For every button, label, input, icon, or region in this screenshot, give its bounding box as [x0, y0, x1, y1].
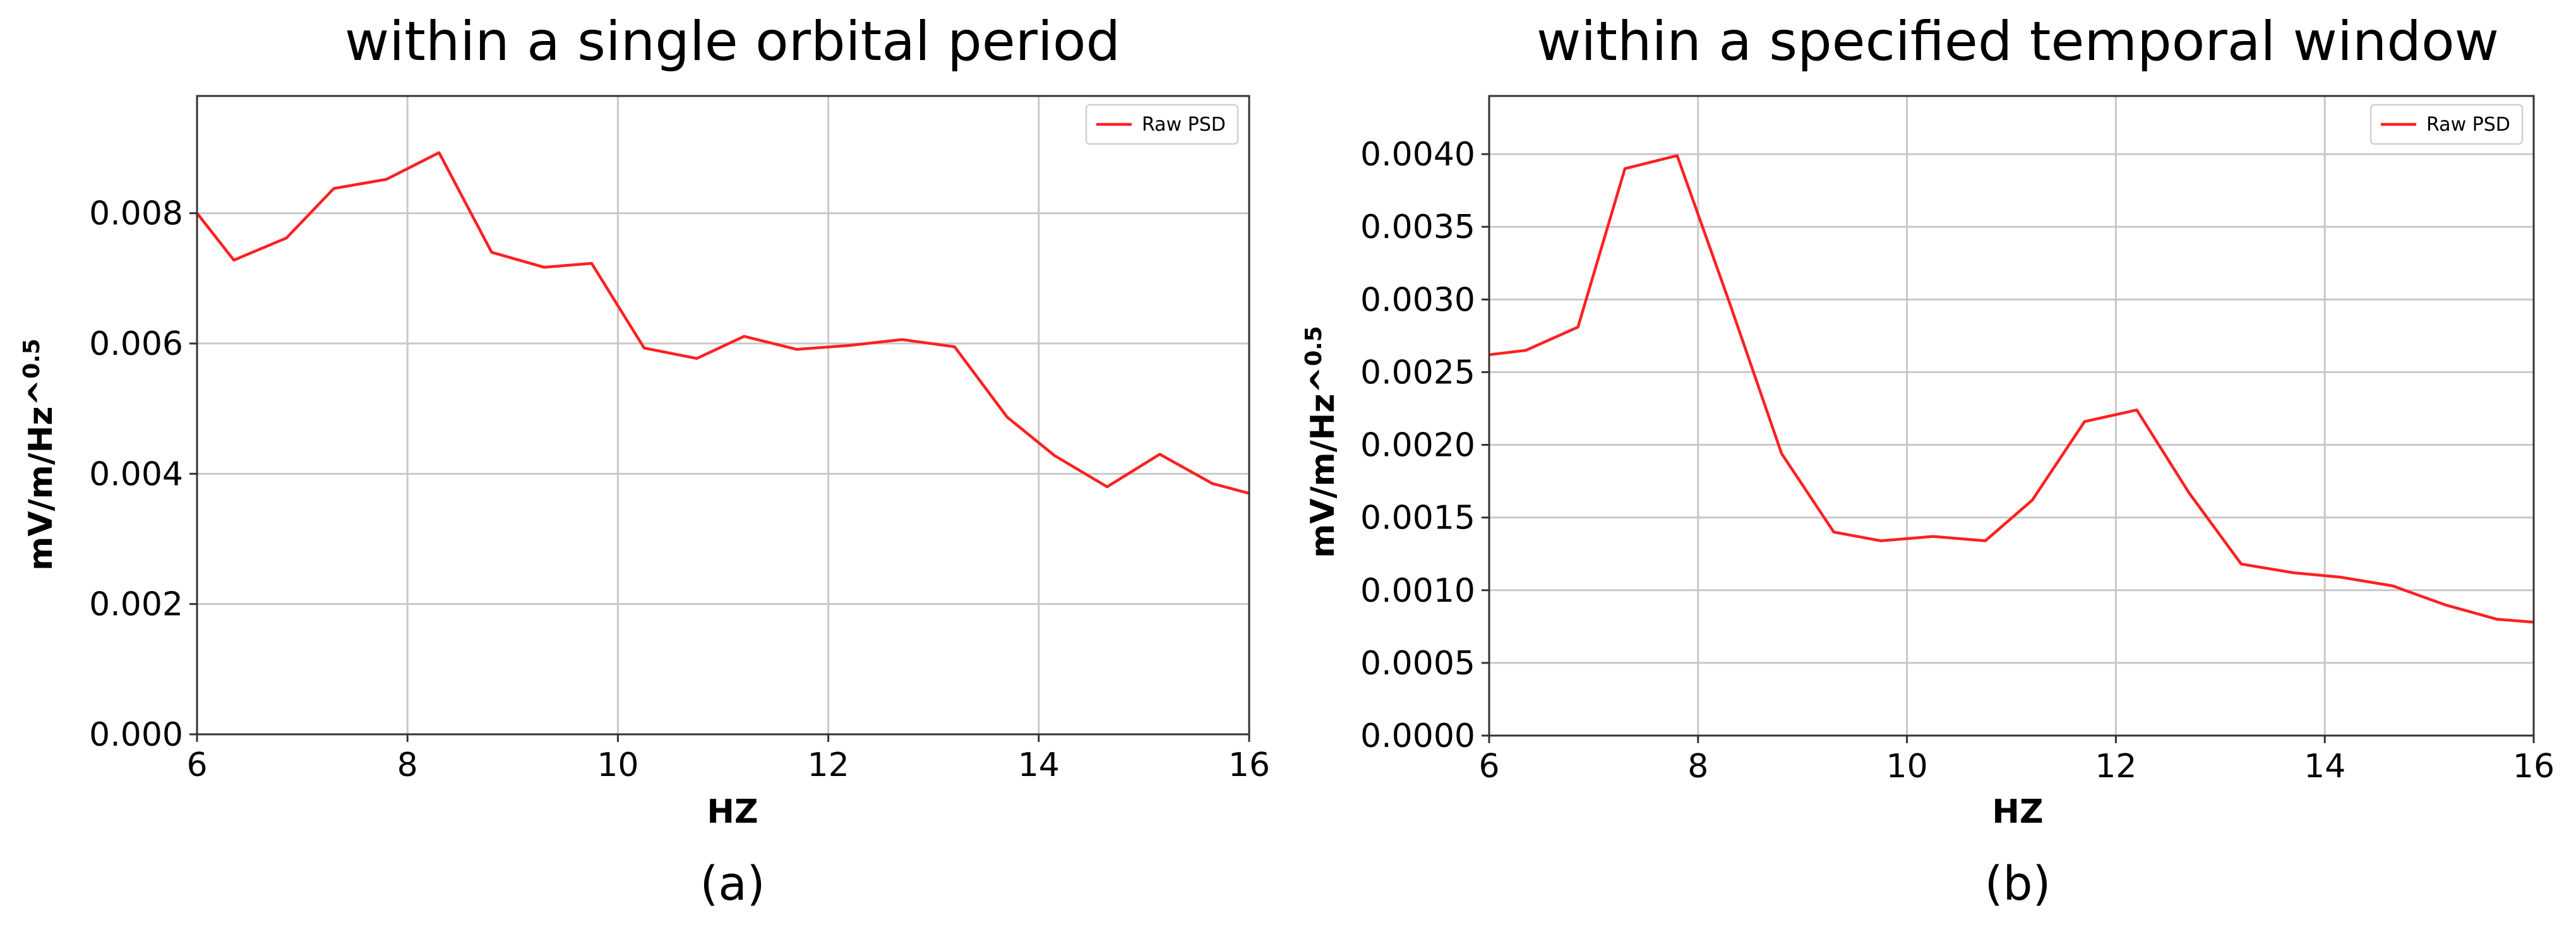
x-tick-label: 12: [808, 746, 849, 784]
legend: Raw PSD: [2369, 104, 2524, 145]
x-tick-label: 8: [1687, 748, 1708, 785]
y-tick-label: 0.008: [89, 195, 183, 233]
x-tick-label: 6: [1478, 748, 1499, 785]
y-tick-label: 0.0015: [1360, 499, 1475, 537]
y-tick-label: 0.0025: [1360, 354, 1475, 391]
y-axis-label: mV/m/Hz^0.5: [1301, 326, 1342, 558]
y-axis-label: mV/m/Hz^0.5: [19, 338, 60, 571]
x-tick-label: 6: [186, 746, 207, 784]
y-tick-label: 0.0040: [1360, 136, 1475, 174]
x-tick-label: 8: [397, 746, 418, 784]
y-tick-label: 0.0035: [1360, 208, 1475, 246]
legend-label: Raw PSD: [1142, 114, 1226, 136]
y-axis-label-exponent: 0.5: [1301, 326, 1327, 366]
y-axis-label-exponent: 0.5: [19, 338, 45, 379]
x-tick-label: 10: [597, 746, 638, 784]
chart-panel-b: within a specified temporal window 6 8 10 1…: [1301, 10, 2555, 911]
plot-frame: [196, 95, 1250, 736]
x-axis-label: HZ: [1992, 793, 2043, 831]
legend: Raw PSD: [1085, 104, 1239, 145]
x-tick-label: 16: [2513, 748, 2555, 785]
y-tick-label: 0.0030: [1360, 281, 1475, 319]
x-axis-label: HZ: [707, 793, 758, 831]
chart-title: within a single orbital period: [345, 10, 1120, 73]
y-tick-label: 0.0020: [1360, 427, 1475, 465]
panel-caption: (b): [1985, 857, 2051, 911]
plot-frame: [1488, 95, 2535, 737]
chart-panel-a: within a single orbital period 6 8 10 12 14 1…: [19, 10, 1270, 911]
y-tick-label: 0.0000: [1360, 717, 1475, 755]
x-tick-label: 10: [1886, 748, 1928, 785]
y-axis-label-base: mV/m/Hz^: [1304, 366, 1342, 558]
x-tick-label: 14: [1018, 746, 1060, 784]
y-tick-label: 0.002: [89, 586, 183, 624]
panel-caption: (a): [700, 857, 765, 911]
y-tick-label: 0.0005: [1360, 645, 1475, 683]
y-tick-label: 0.004: [89, 455, 183, 493]
series-line-raw-psd: [1489, 154, 2534, 624]
y-tick-label: 0.006: [89, 325, 183, 363]
legend-label: Raw PSD: [2426, 114, 2510, 136]
x-tick-label: 16: [1228, 746, 1270, 784]
x-tick-label: 12: [2095, 748, 2136, 785]
chart-title: within a specified temporal window: [1537, 10, 2499, 73]
x-tick-label: 14: [2304, 748, 2345, 785]
plot-area: 6 8 10 12 14 16 0.000 0.002 0.004 0.006 0.008 Raw P…: [89, 95, 1270, 784]
y-axis-label-base: mV/m/Hz^: [22, 379, 60, 571]
y-tick-label: 0.000: [89, 716, 183, 754]
legend-box: [2369, 104, 2524, 145]
y-tick-label: 0.0010: [1360, 572, 1475, 610]
series-line-raw-psd: [196, 151, 1250, 495]
plot-area: 6 8 10 12 14 16 0.0000 0.0005 0.0010 0.0015 0.0020…: [1360, 95, 2555, 785]
legend-box: [1085, 104, 1239, 145]
